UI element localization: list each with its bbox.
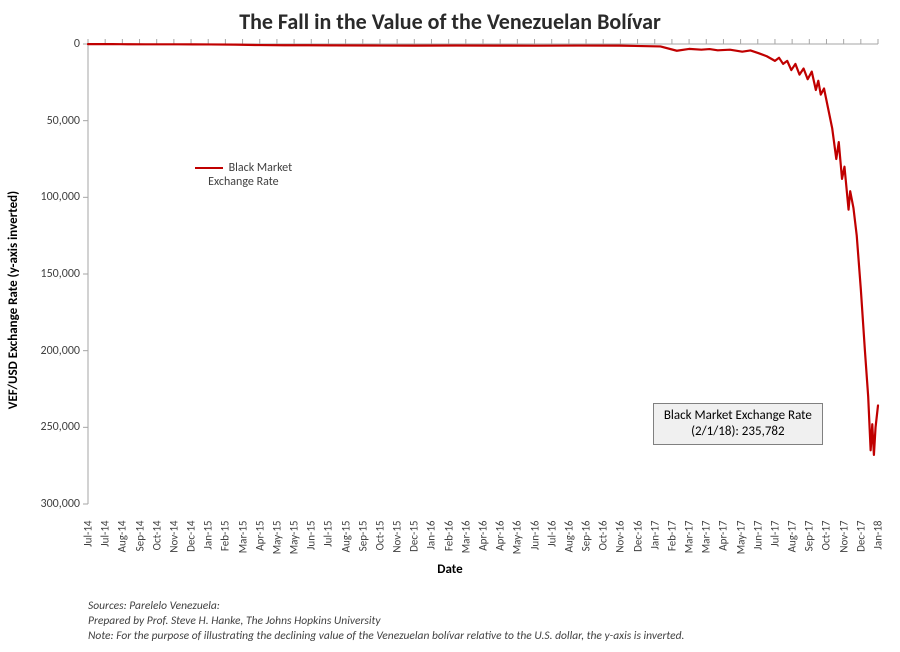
y-tick-label: 200,000 [30, 344, 80, 358]
x-tick-label: Dec-17 [854, 521, 867, 565]
x-tick-label: Jan-18 [872, 521, 885, 565]
x-tick-label: Jul-15 [322, 521, 335, 565]
footnote-line: Sources: Parelelo Venezuela: [88, 599, 684, 614]
x-tick-label: Aug-17 [786, 521, 799, 565]
x-tick-label: Oct-17 [820, 521, 833, 565]
callout-line1: Black Market Exchange Rate [664, 408, 812, 424]
x-tick-label: Sep-14 [133, 521, 146, 565]
x-tick-label: May-15 [288, 521, 301, 565]
x-tick-label: Mar-15 [236, 521, 249, 565]
callout-line2: (2/1/18): 235,782 [664, 424, 812, 440]
x-tick-label: Oct-15 [373, 521, 386, 565]
legend-label-2: Exchange Rate [208, 175, 278, 189]
x-tick-label: May-17 [734, 521, 747, 565]
y-tick-label: 300,000 [30, 497, 80, 511]
x-tick-label: Jan-15 [202, 521, 215, 565]
x-tick-label: Apr-15 [253, 521, 266, 565]
chart-container: The Fall in the Value of the Venezuelan … [0, 0, 900, 652]
legend-swatch [195, 167, 223, 169]
x-tick-label: Nov-17 [837, 521, 850, 565]
x-tick-label: Jul-14 [82, 521, 95, 565]
x-tick-label: May-15 [270, 521, 283, 565]
x-tick-label: Dec-15 [408, 521, 421, 565]
x-tick-label: Sep-15 [356, 521, 369, 565]
x-tick-label: Mar-17 [683, 521, 696, 565]
x-tick-label: Jan-16 [425, 521, 438, 565]
y-tick-label: 0 [30, 37, 80, 51]
x-tick-label: Aug-16 [562, 521, 575, 565]
x-tick-label: Aug-15 [339, 521, 352, 565]
legend-label-1: Black Market [229, 161, 292, 175]
x-tick-label: Apr-16 [477, 521, 490, 565]
x-tick-label: Jun-16 [528, 521, 541, 565]
callout-box: Black Market Exchange Rate (2/1/18): 235… [653, 403, 823, 446]
x-tick-label: Dec-14 [185, 521, 198, 565]
x-tick-label: Oct-14 [150, 521, 163, 565]
y-tick-label: 50,000 [30, 114, 80, 128]
x-tick-label: Apr-17 [717, 521, 730, 565]
x-tick-label: Aug-14 [116, 521, 129, 565]
x-tick-label: Feb-17 [665, 521, 678, 565]
x-tick-label: Mar-17 [700, 521, 713, 565]
x-tick-label: Mar-16 [459, 521, 472, 565]
footnote-line: Prepared by Prof. Steve H. Hanke, The Jo… [88, 614, 684, 629]
x-tick-label: Nov-14 [167, 521, 180, 565]
chart-title: The Fall in the Value of the Venezuelan … [0, 8, 900, 35]
y-tick-label: 250,000 [30, 420, 80, 434]
y-tick-label: 100,000 [30, 190, 80, 204]
x-tick-label: Feb-15 [219, 521, 232, 565]
y-axis-title: VEF/USD Exchange Rate (y-axis inverted) [6, 191, 21, 409]
x-tick-label: Jun-17 [751, 521, 764, 565]
x-tick-label: Jul-17 [768, 521, 781, 565]
x-tick-label: Jul-16 [545, 521, 558, 565]
legend: Black Market Exchange Rate [195, 161, 292, 189]
x-tick-label: Feb-16 [442, 521, 455, 565]
footnotes: Sources: Parelelo Venezuela:Prepared by … [88, 599, 684, 644]
x-tick-label: Nov-16 [614, 521, 627, 565]
x-tick-label: Jul-14 [99, 521, 112, 565]
x-tick-label: Jun-15 [305, 521, 318, 565]
x-tick-label: Nov-15 [391, 521, 404, 565]
x-tick-label: Sep-17 [803, 521, 816, 565]
footnote-line: Note: For the purpose of illustrating th… [88, 629, 684, 644]
x-tick-label: Jan-17 [648, 521, 661, 565]
x-tick-label: May-16 [511, 521, 524, 565]
x-tick-label: Oct-16 [597, 521, 610, 565]
x-tick-label: Sep-16 [580, 521, 593, 565]
x-tick-label: Apr-16 [494, 521, 507, 565]
x-axis-title: Date [0, 562, 900, 584]
x-tick-label: Dec-16 [631, 521, 644, 565]
y-tick-label: 150,000 [30, 267, 80, 281]
